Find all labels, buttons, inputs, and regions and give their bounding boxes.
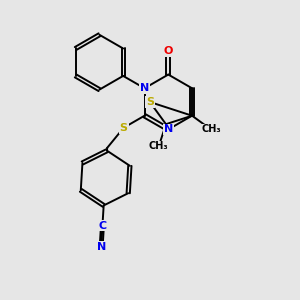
- Text: CH₃: CH₃: [149, 141, 169, 152]
- Text: O: O: [164, 46, 173, 56]
- Text: N: N: [97, 242, 106, 251]
- Text: S: S: [146, 97, 154, 107]
- Text: CH₃: CH₃: [201, 124, 221, 134]
- Text: N: N: [140, 83, 149, 93]
- Text: C: C: [98, 220, 106, 230]
- Text: N: N: [164, 124, 173, 134]
- Text: S: S: [120, 123, 128, 133]
